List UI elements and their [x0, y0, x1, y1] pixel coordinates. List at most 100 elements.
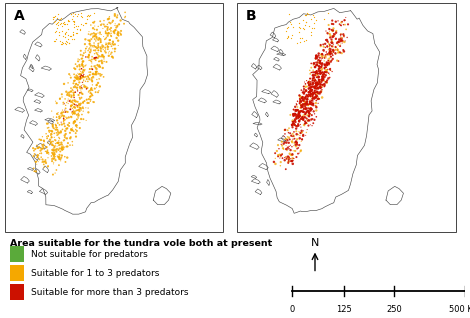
- Point: [78, 13, 85, 18]
- Point: [306, 118, 313, 123]
- Point: [114, 29, 121, 34]
- Point: [74, 88, 81, 93]
- Point: [315, 81, 322, 86]
- Point: [47, 133, 55, 138]
- Point: [307, 81, 314, 86]
- Point: [52, 28, 60, 33]
- Point: [325, 60, 332, 65]
- Point: [328, 44, 336, 49]
- Point: [270, 159, 278, 164]
- Point: [315, 51, 322, 56]
- Point: [56, 114, 63, 119]
- Point: [48, 135, 55, 140]
- Point: [319, 70, 326, 75]
- Point: [315, 64, 323, 69]
- Point: [308, 88, 316, 93]
- Point: [86, 99, 94, 104]
- Point: [102, 41, 110, 46]
- Point: [64, 101, 72, 106]
- Point: [298, 105, 305, 110]
- Point: [79, 59, 86, 64]
- Point: [101, 37, 109, 42]
- Point: [318, 56, 326, 61]
- Point: [70, 93, 78, 98]
- Point: [42, 149, 49, 154]
- Point: [53, 114, 60, 120]
- Point: [50, 114, 57, 120]
- Point: [328, 39, 336, 44]
- Point: [79, 59, 87, 64]
- Point: [52, 154, 59, 159]
- Point: [117, 31, 124, 36]
- Text: 500 Km: 500 Km: [449, 305, 470, 314]
- Point: [85, 55, 93, 60]
- Point: [313, 86, 320, 91]
- Point: [277, 160, 284, 165]
- Point: [108, 50, 116, 55]
- Point: [49, 143, 57, 148]
- Point: [121, 15, 129, 20]
- Point: [292, 108, 300, 113]
- Point: [54, 140, 62, 145]
- Point: [323, 78, 331, 83]
- Point: [87, 45, 95, 51]
- Point: [74, 59, 82, 64]
- Point: [312, 60, 319, 65]
- Point: [302, 120, 310, 125]
- Point: [56, 16, 63, 21]
- Point: [63, 109, 70, 114]
- Point: [317, 65, 325, 70]
- Point: [316, 60, 323, 66]
- Point: [294, 104, 301, 109]
- Point: [306, 71, 314, 76]
- Point: [330, 31, 337, 37]
- Point: [295, 29, 303, 34]
- Point: [111, 42, 118, 47]
- Point: [297, 102, 305, 107]
- Point: [79, 100, 87, 105]
- Point: [72, 30, 80, 35]
- Point: [86, 38, 94, 44]
- Point: [284, 145, 291, 150]
- Point: [89, 79, 96, 84]
- Point: [97, 45, 104, 50]
- Point: [334, 47, 341, 52]
- Point: [307, 105, 314, 110]
- Point: [311, 77, 318, 82]
- Point: [326, 72, 333, 77]
- Point: [341, 38, 349, 44]
- Point: [329, 34, 337, 39]
- Point: [78, 95, 85, 100]
- Point: [317, 89, 325, 94]
- Point: [87, 90, 94, 95]
- Polygon shape: [153, 186, 171, 205]
- Point: [110, 29, 118, 34]
- Point: [291, 149, 299, 154]
- Point: [109, 54, 116, 59]
- Point: [68, 93, 75, 99]
- Point: [300, 90, 308, 95]
- Point: [55, 130, 63, 135]
- Point: [327, 68, 335, 73]
- Point: [311, 117, 318, 122]
- Point: [67, 86, 75, 91]
- Point: [313, 54, 321, 59]
- Point: [65, 93, 73, 98]
- Point: [62, 131, 70, 136]
- Point: [312, 91, 320, 96]
- Point: [294, 107, 301, 113]
- Point: [298, 104, 306, 109]
- Point: [93, 83, 101, 88]
- Point: [296, 150, 303, 156]
- Point: [81, 42, 89, 47]
- Point: [312, 89, 320, 94]
- Point: [304, 103, 312, 108]
- Point: [63, 99, 71, 104]
- Point: [49, 151, 56, 156]
- Point: [83, 44, 91, 49]
- Point: [102, 36, 110, 41]
- Point: [285, 158, 292, 163]
- Point: [85, 106, 92, 111]
- Point: [79, 117, 87, 122]
- Point: [115, 30, 122, 35]
